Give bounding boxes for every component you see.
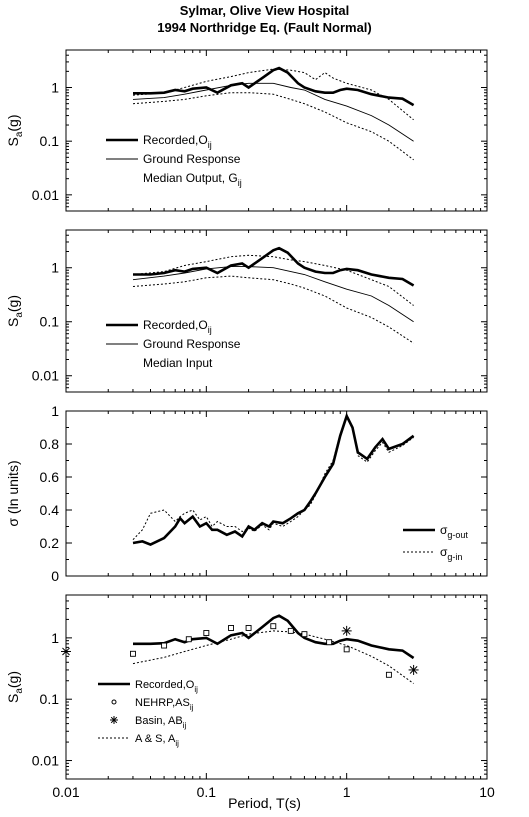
legend-label: Ground Response	[143, 337, 241, 351]
legend-label: A & S, Aij	[135, 733, 179, 748]
nehrp-marker	[245, 625, 252, 631]
legend-label: NEHRP,ASij	[135, 697, 194, 712]
series-line-lower	[132, 275, 414, 344]
basin-marker	[341, 625, 352, 636]
chart-panel-1: 0.01 0.1 1 Sa(g) Recorded,Oij Ground Response…	[5, 49, 488, 212]
chart-title-line-1: Sylmar, Olive View Hospital	[179, 3, 350, 18]
x-tick-label: 0.1	[197, 784, 217, 800]
series-line-a-s	[132, 630, 414, 684]
nehrp-marker	[185, 636, 192, 643]
nehrp-marker	[343, 646, 350, 653]
y-axis-label: Sa(g)	[5, 114, 25, 146]
y-tick-label: 1	[51, 630, 59, 646]
y-tick-label: 0.1	[40, 133, 60, 149]
nehrp-marker	[270, 623, 277, 630]
legend-label: Ground Response	[143, 152, 241, 166]
y-tick-label: 0.01	[32, 368, 59, 384]
basin-marker-stroke	[62, 647, 70, 656]
x-tick-label: 1	[343, 784, 351, 800]
y-axis-label: Sa(g)	[5, 295, 25, 327]
nehrp-marker	[228, 625, 234, 631]
y-tick-label: 0.1	[40, 314, 60, 330]
legend-label: Basin, ABij	[135, 715, 186, 730]
chart-panel-4: 0.01 0.1 1 0.01 0.1 1 10 Sa(g) Recorded,Oij NEHRP…	[5, 594, 495, 800]
y-tick-label: 0.2	[40, 535, 60, 551]
nehrp-marker	[161, 642, 168, 649]
legend-label: σg-out	[440, 523, 468, 540]
legend-label: Recorded,Oij	[143, 318, 212, 335]
series-line-recorded	[133, 66, 415, 107]
legend-label: σg-in	[440, 545, 462, 562]
nehrp-marker	[130, 650, 136, 657]
nehrp-marker	[203, 630, 210, 636]
nehrp-marker	[385, 671, 392, 678]
basin-marker-stroke	[342, 626, 351, 635]
x-tick-label: 10	[479, 784, 495, 800]
plot-frame	[65, 594, 488, 780]
series-line-upper	[132, 254, 414, 306]
series-line--g-in	[132, 412, 414, 541]
y-tick-label: 1	[51, 403, 59, 419]
plot-frame	[65, 229, 488, 393]
legend-label: Median Input	[143, 356, 213, 370]
plot-frame	[65, 49, 488, 212]
y-tick-label: 0.4	[40, 502, 60, 518]
chart-panel-3: 0 0.2 0.4 0.6 0.8 1 σ (ln units) σg-out σg-in	[5, 403, 488, 584]
legend-swatch	[110, 716, 118, 724]
basin-marker	[61, 646, 71, 657]
x-axis-label: Period, T(s)	[228, 795, 301, 811]
legend-swatch	[111, 699, 117, 705]
y-tick-label: 1	[51, 260, 59, 276]
y-tick-label: 0.01	[32, 187, 59, 203]
plot-frame	[65, 410, 488, 577]
legend-label: Median Output, Gij	[143, 171, 242, 188]
series-line-upper	[132, 68, 414, 121]
y-tick-label: 1	[51, 80, 59, 96]
y-axis-label: Sa(g)	[5, 671, 25, 703]
y-tick-label: 0.6	[40, 469, 60, 485]
series-line-lower	[132, 92, 414, 161]
y-tick-label: 0.01	[32, 753, 59, 769]
series-line-recorded	[133, 614, 415, 660]
y-tick-label: 0	[51, 568, 59, 584]
y-tick-label: 0.8	[40, 436, 60, 452]
series-line--g-out	[132, 412, 415, 547]
nehrp-marker	[287, 627, 294, 634]
y-tick-label: 0.1	[40, 691, 60, 707]
chart-panel-2: 0.01 0.1 1 Sa(g) Recorded,Oij Ground Response…	[5, 229, 488, 393]
series-line-median	[132, 266, 414, 323]
legend-label: Recorded,Oij	[135, 679, 198, 694]
nehrp-marker	[326, 639, 333, 646]
legend-label: Recorded,Oij	[143, 133, 212, 150]
nehrp-marker	[301, 631, 308, 638]
series-line-recorded	[133, 246, 415, 287]
y-axis-label: σ (ln units)	[5, 460, 21, 526]
basin-marker-stroke	[409, 666, 418, 674]
basin-marker	[408, 664, 419, 675]
x-tick-label: 0.01	[52, 784, 79, 800]
chart-title-line-2: 1994 Northridge Eq. (Fault Normal)	[157, 20, 372, 35]
series-line-median	[132, 82, 414, 142]
